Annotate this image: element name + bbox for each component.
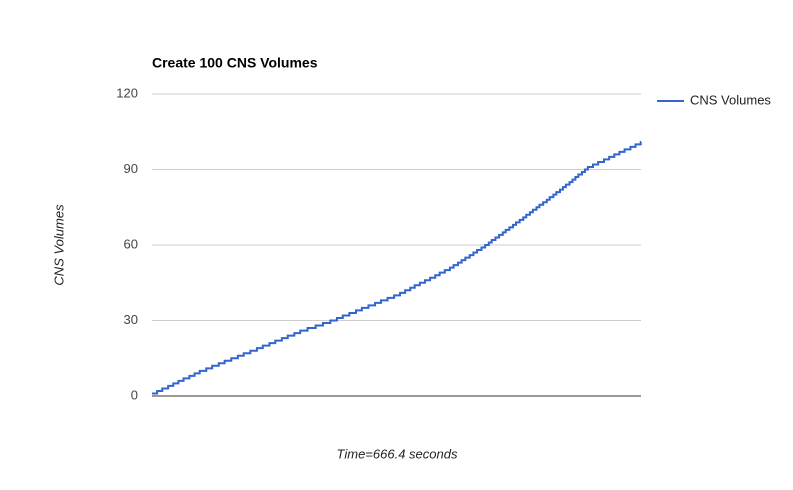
- chart-title: Create 100 CNS Volumes: [152, 55, 318, 71]
- y-tick-label: 0: [131, 387, 138, 402]
- y-tick-label: 90: [124, 161, 138, 176]
- y-tick-label: 30: [124, 312, 138, 327]
- data-line: [152, 140, 642, 395]
- legend-label: CNS Volumes: [690, 92, 771, 107]
- y-axis-label: CNS Volumes: [51, 204, 66, 286]
- y-tick-label: 120: [116, 85, 138, 100]
- x-axis-label: Time=666.4 seconds: [337, 446, 458, 461]
- y-tick-label: 60: [124, 236, 138, 251]
